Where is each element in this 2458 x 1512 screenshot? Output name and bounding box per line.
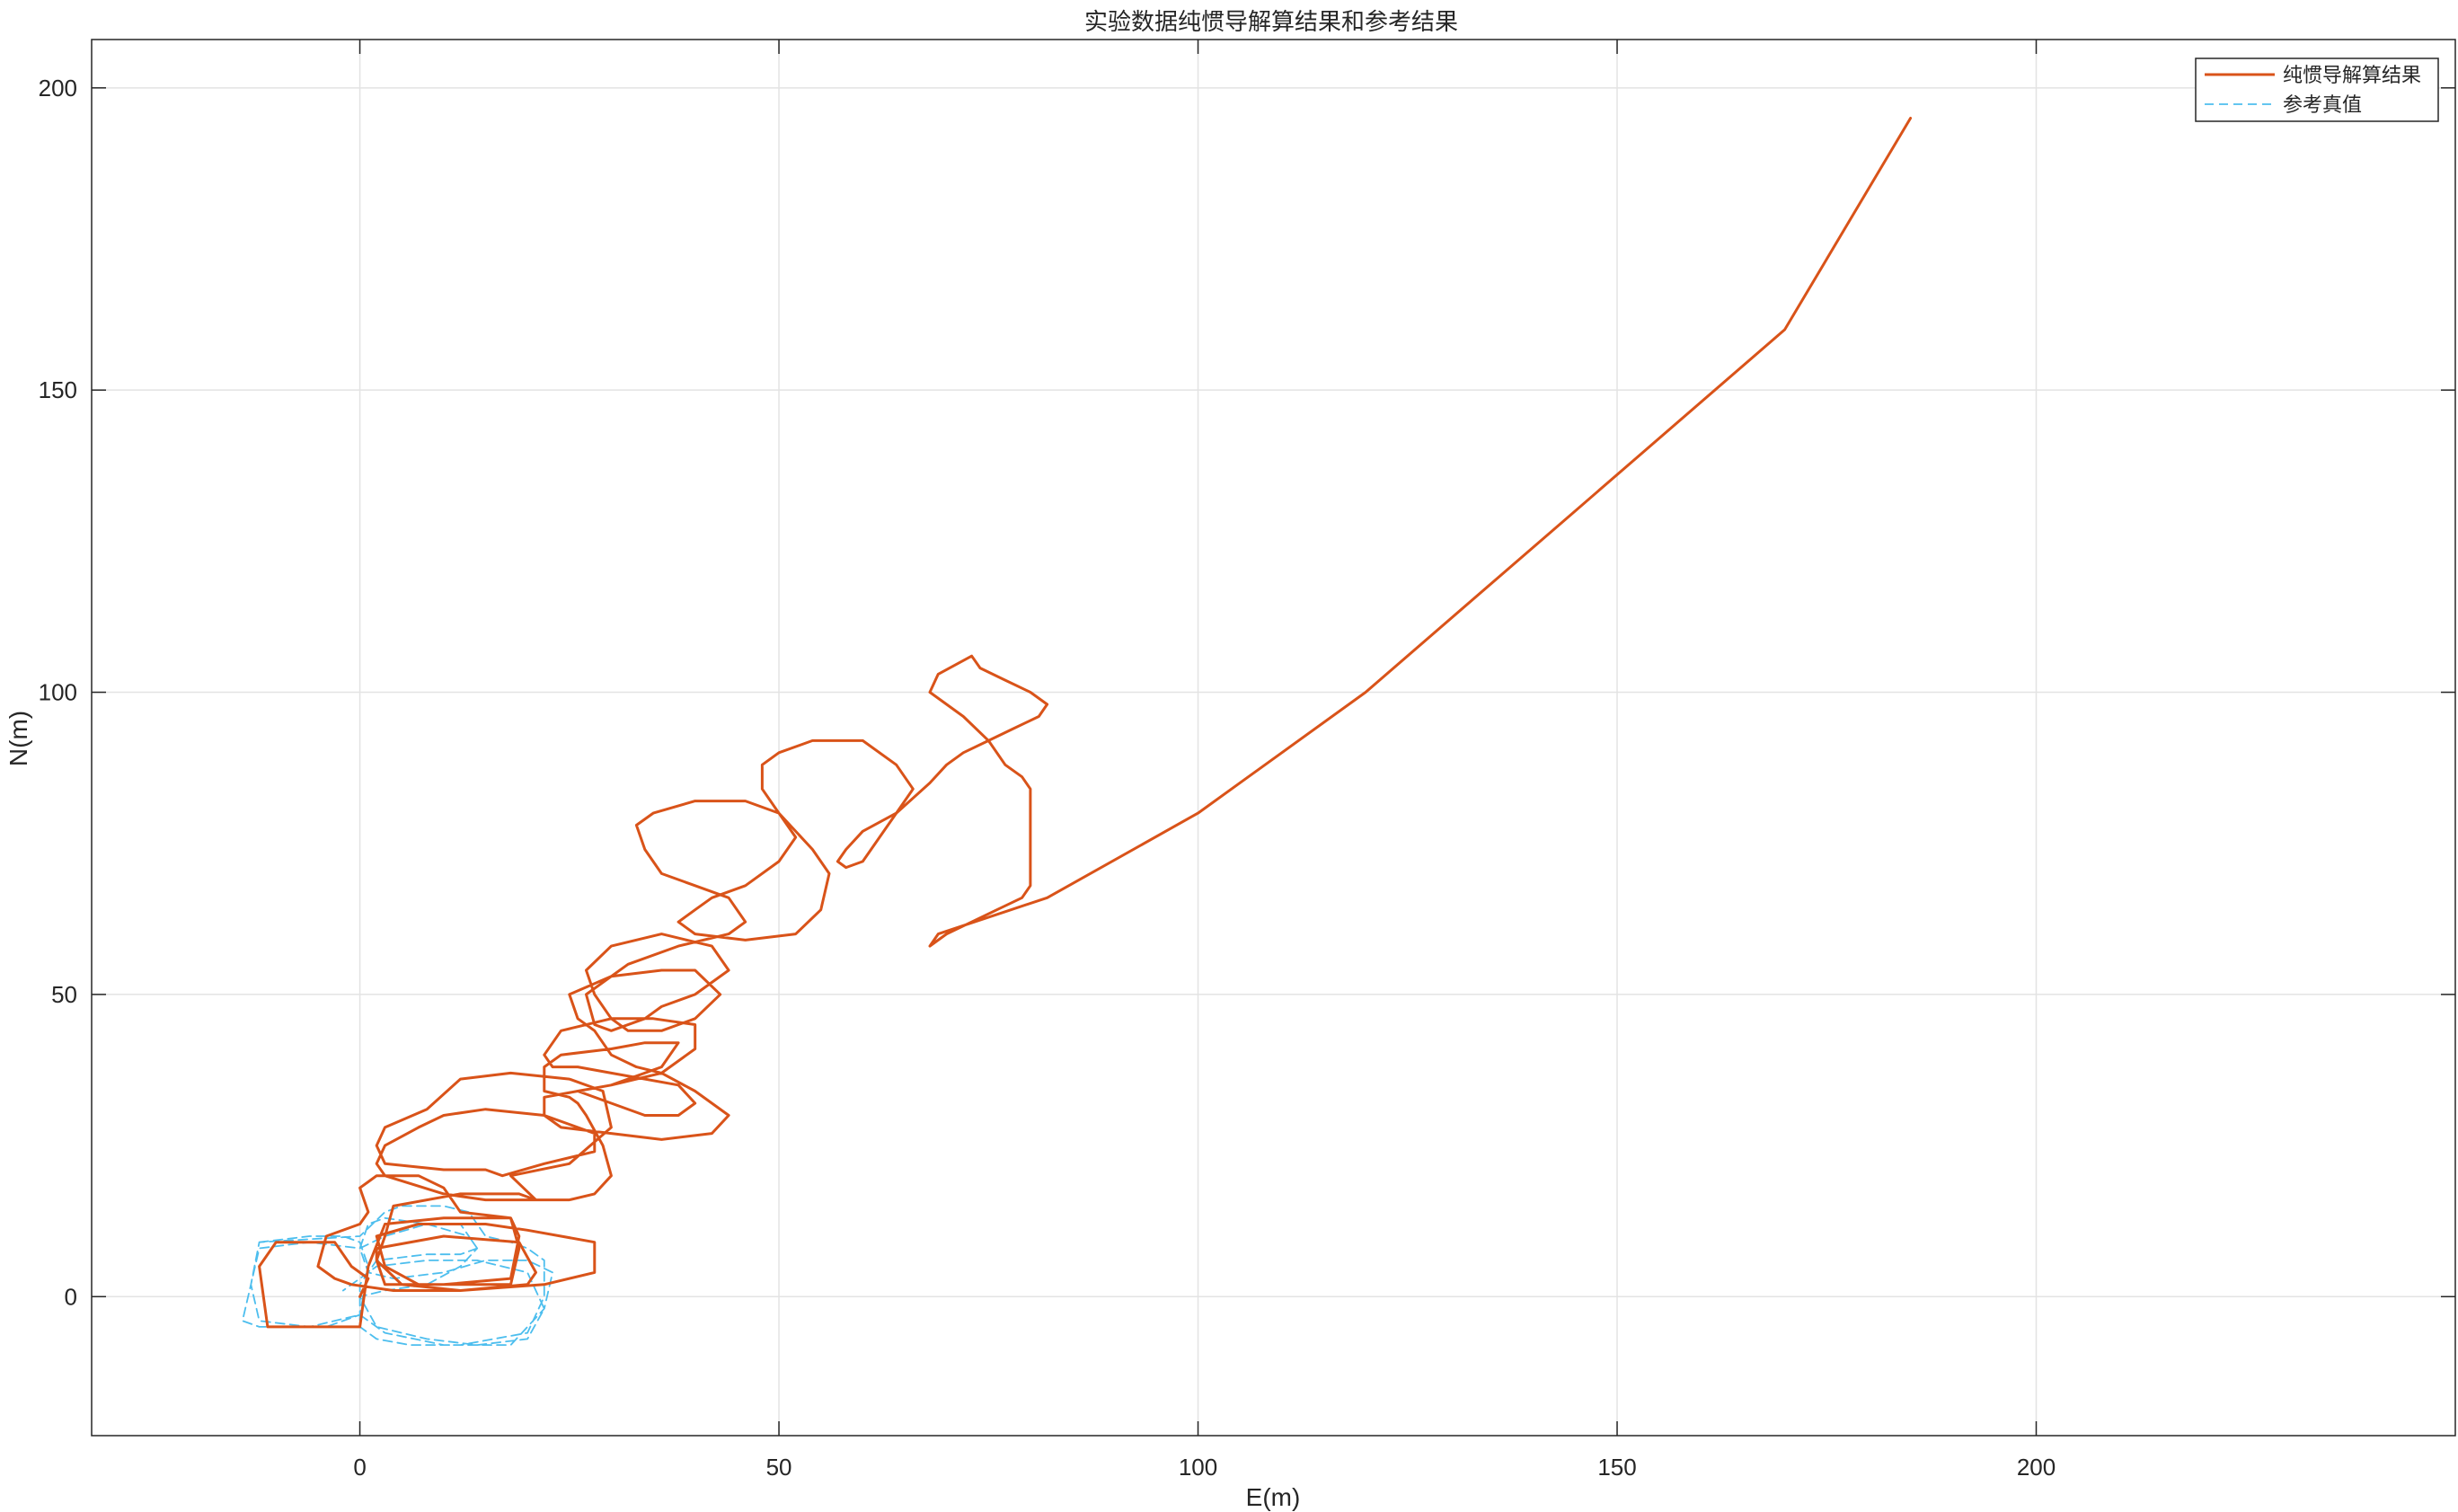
x-axis-label: E(m) (1246, 1483, 1301, 1511)
legend-label: 参考真值 (2283, 94, 2362, 117)
x-tick-label: 100 (1179, 1454, 1217, 1481)
legend-label: 纯惯导解算结果 (2283, 65, 2421, 87)
axes-background (92, 40, 2455, 1436)
x-tick-label: 50 (766, 1454, 792, 1481)
series-line-reference (241, 1205, 553, 1346)
legend-box (2195, 57, 2439, 122)
x-tick-label: 150 (1597, 1454, 1636, 1481)
series-line-ins (258, 117, 1913, 1329)
plot-area: 0 50 100 150 200 0 50 100 150 200 (39, 39, 2456, 1481)
y-tick-label: 50 (51, 981, 77, 1008)
x-tick-label: 200 (2017, 1454, 2056, 1481)
y-tick-label: 200 (39, 75, 77, 102)
chart-title: 实验数据纯惯导解算结果和参考结果 (1084, 9, 1458, 36)
axes-frame (91, 39, 2456, 1437)
x-tick-label: 0 (353, 1454, 366, 1481)
y-tick-label: 0 (65, 1283, 77, 1310)
y-axis-label: N(m) (4, 711, 32, 766)
y-tick-label: 100 (39, 679, 77, 706)
y-tick-label: 150 (39, 376, 77, 403)
